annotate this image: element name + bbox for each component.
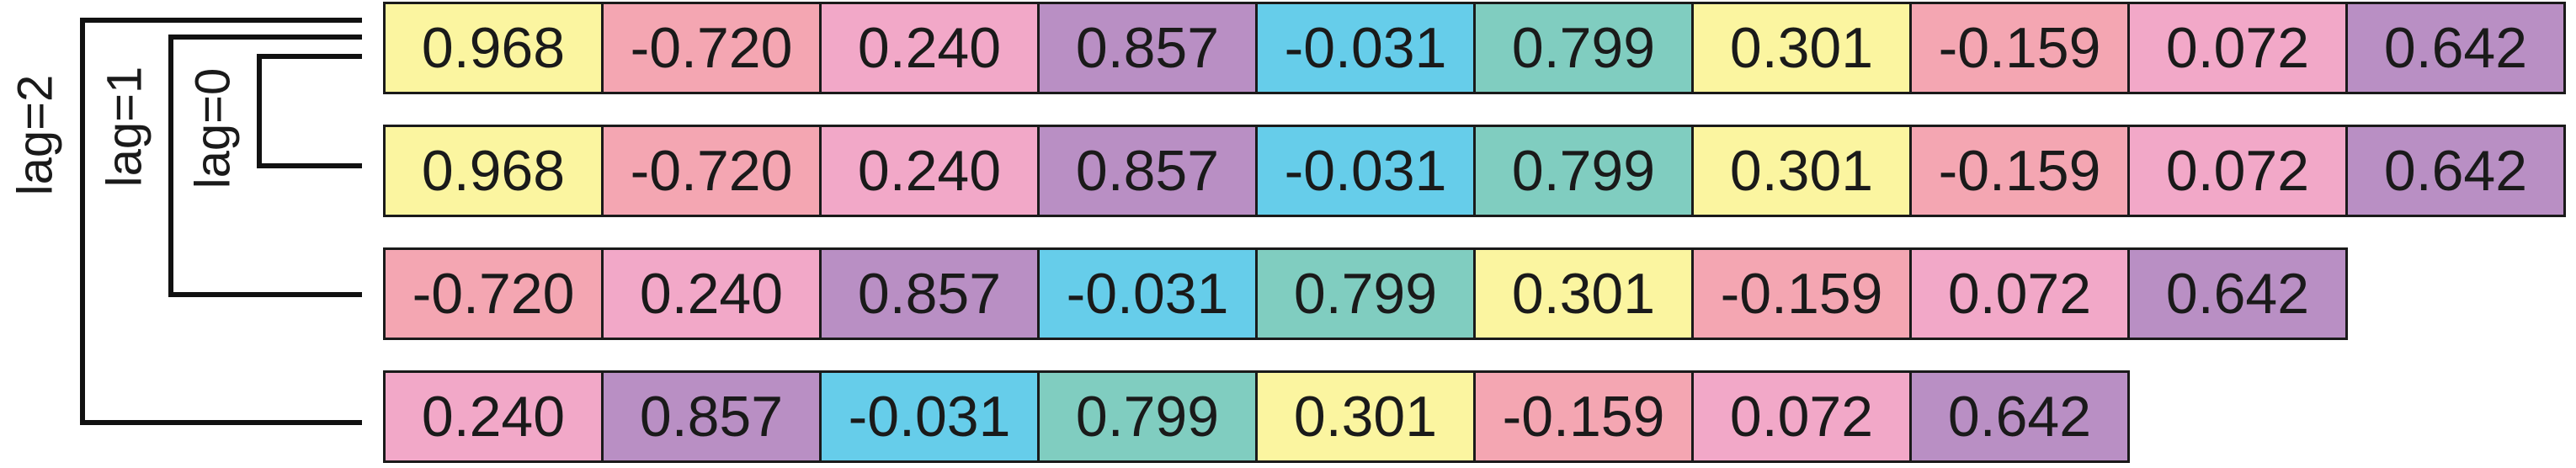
value-cell: 0.799	[1255, 247, 1476, 340]
value-cell: 0.301	[1691, 2, 1912, 94]
value-cell: 0.301	[1691, 125, 1912, 217]
value-cell: 0.799	[1473, 125, 1694, 217]
value-cell: -0.031	[1255, 125, 1476, 217]
value-cell: 0.301	[1255, 370, 1476, 463]
lag-2-bracket-top	[80, 18, 362, 23]
value-cell: -0.031	[1037, 247, 1258, 340]
value-cell: 0.240	[383, 370, 604, 463]
lag-1-bracket-vertical	[168, 35, 173, 297]
lag-1-bracket-top	[168, 35, 362, 40]
lag-2-label: lag=2	[8, 74, 63, 195]
value-cell: 0.968	[383, 2, 604, 94]
lag-0-label: lag=0	[185, 67, 241, 189]
value-cell: 0.799	[1473, 2, 1694, 94]
value-cell: -0.720	[601, 125, 822, 217]
value-cell: 0.642	[2345, 125, 2566, 217]
lag-2-bracket-vertical	[80, 18, 85, 425]
value-cell: 0.968	[383, 125, 604, 217]
value-cell: -0.720	[601, 2, 822, 94]
value-cell: 0.072	[1691, 370, 1912, 463]
value-cell: 0.642	[2127, 247, 2348, 340]
lag-0-bracket-vertical	[257, 54, 262, 168]
value-cell: 0.072	[2127, 125, 2348, 217]
value-cell: 0.799	[1037, 370, 1258, 463]
value-cell: -0.031	[819, 370, 1040, 463]
value-cell: -0.159	[1691, 247, 1912, 340]
value-cell: -0.159	[1473, 370, 1694, 463]
lag-1-bracket-bottom	[168, 292, 362, 297]
lag-0-bracket-bottom	[257, 163, 362, 168]
value-cell: 0.642	[1909, 370, 2130, 463]
lag-0-bracket-top	[257, 54, 362, 59]
value-cell: 0.301	[1473, 247, 1694, 340]
lag-1-label: lag=1	[97, 66, 152, 187]
value-cell: 0.857	[601, 370, 822, 463]
value-cell: 0.240	[819, 2, 1040, 94]
value-cell: -0.159	[1909, 2, 2130, 94]
value-cell: 0.072	[2127, 2, 2348, 94]
value-cell: 0.857	[1037, 2, 1258, 94]
value-cell: -0.031	[1255, 2, 1476, 94]
value-cell: 0.857	[819, 247, 1040, 340]
value-cell: 0.240	[819, 125, 1040, 217]
value-cell: 0.857	[1037, 125, 1258, 217]
value-cell: 0.642	[2345, 2, 2566, 94]
value-cell: -0.159	[1909, 125, 2130, 217]
value-cell: -0.720	[383, 247, 604, 340]
lag-2-bracket-bottom	[80, 420, 362, 425]
value-cell: 0.240	[601, 247, 822, 340]
value-cell: 0.072	[1909, 247, 2130, 340]
